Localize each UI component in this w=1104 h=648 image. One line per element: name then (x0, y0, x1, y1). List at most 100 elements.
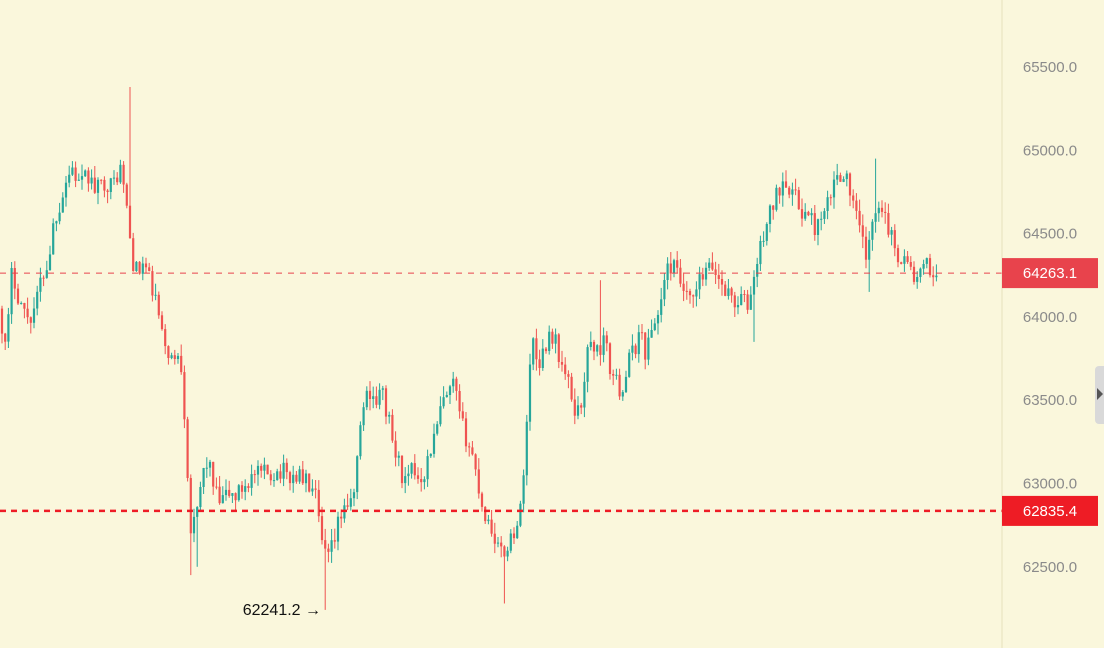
candle (448, 384, 452, 404)
candle-body (736, 305, 740, 308)
candle (877, 201, 880, 222)
candle-body (800, 209, 804, 219)
candle-body (586, 347, 589, 382)
candle (756, 257, 759, 288)
candle-body (404, 476, 407, 484)
candle-body (592, 341, 596, 352)
candle (618, 368, 621, 400)
candle (426, 449, 429, 487)
candle-body (525, 421, 528, 476)
candle-body (512, 533, 516, 539)
candle (205, 457, 208, 478)
candle-body (442, 397, 445, 407)
candle-body (778, 187, 781, 196)
candle-body (439, 406, 442, 425)
candle-body (589, 341, 592, 347)
candle-body (669, 263, 672, 274)
candle-body (106, 190, 109, 192)
candle (48, 245, 52, 271)
candle (720, 270, 724, 296)
candle (173, 349, 176, 365)
candle (93, 166, 96, 194)
candle (292, 465, 295, 493)
y-tick-label: 64000.0 (1023, 309, 1077, 326)
candle (394, 431, 397, 467)
candle (100, 179, 103, 185)
candle-body (743, 294, 746, 295)
candle-body (554, 334, 557, 344)
candle-body (602, 335, 605, 355)
axis-expand-tab[interactable] (1095, 366, 1104, 424)
candle (42, 275, 45, 287)
candle-body (36, 291, 39, 309)
candle-body (362, 407, 365, 426)
candle-body (400, 455, 404, 484)
candle-body (727, 288, 730, 296)
candle (192, 508, 196, 543)
candle-body (650, 330, 653, 338)
candle (471, 441, 474, 456)
candle (429, 453, 432, 458)
candle (202, 467, 205, 494)
candle (378, 383, 381, 410)
candle-body (516, 525, 519, 539)
candle-body (548, 331, 551, 351)
price-badge-0 (1002, 258, 1098, 289)
candle (10, 262, 13, 324)
candle-body (144, 263, 148, 268)
candle-body (208, 461, 212, 468)
candle (839, 172, 842, 182)
candle (752, 270, 756, 342)
candle (525, 414, 528, 486)
candle-body (148, 267, 151, 271)
candle-body (391, 414, 394, 441)
candle (692, 294, 695, 308)
candle-body (237, 485, 240, 501)
candle-body (644, 332, 647, 360)
candle-body (215, 486, 218, 488)
candle (554, 328, 557, 354)
candle-body (618, 374, 621, 397)
candle (362, 402, 365, 431)
candle-body (688, 291, 692, 296)
candle-body (260, 465, 263, 471)
candle-body (436, 424, 439, 434)
candle-body (634, 345, 637, 355)
candle-body (74, 167, 77, 181)
candle (788, 185, 791, 199)
candle-body (138, 261, 141, 274)
candle (212, 461, 215, 495)
candle (512, 527, 516, 544)
candle (631, 334, 634, 361)
candle-body (244, 486, 247, 492)
candle (368, 381, 372, 411)
candle-body (714, 269, 717, 275)
candle (474, 453, 477, 476)
candle (928, 253, 932, 278)
candle (7, 307, 10, 348)
candle-body (365, 390, 368, 408)
candle-body (551, 331, 554, 344)
candle (288, 470, 292, 491)
candle-body (77, 179, 80, 181)
candle (221, 486, 224, 504)
candle-body (848, 173, 852, 196)
candle (925, 257, 928, 269)
candle (84, 169, 87, 177)
candle (180, 344, 183, 375)
y-tick-label: 63000.0 (1023, 476, 1077, 493)
candle-body (167, 346, 170, 358)
candle-body (413, 463, 416, 476)
candle (151, 265, 154, 302)
candle-body (522, 475, 525, 504)
candle (506, 546, 509, 562)
candle (199, 481, 202, 510)
candle-body (183, 372, 186, 420)
candle (746, 289, 749, 314)
candle-body (423, 479, 426, 483)
candle (464, 412, 468, 453)
candle (330, 529, 333, 563)
candle-body (410, 463, 413, 474)
